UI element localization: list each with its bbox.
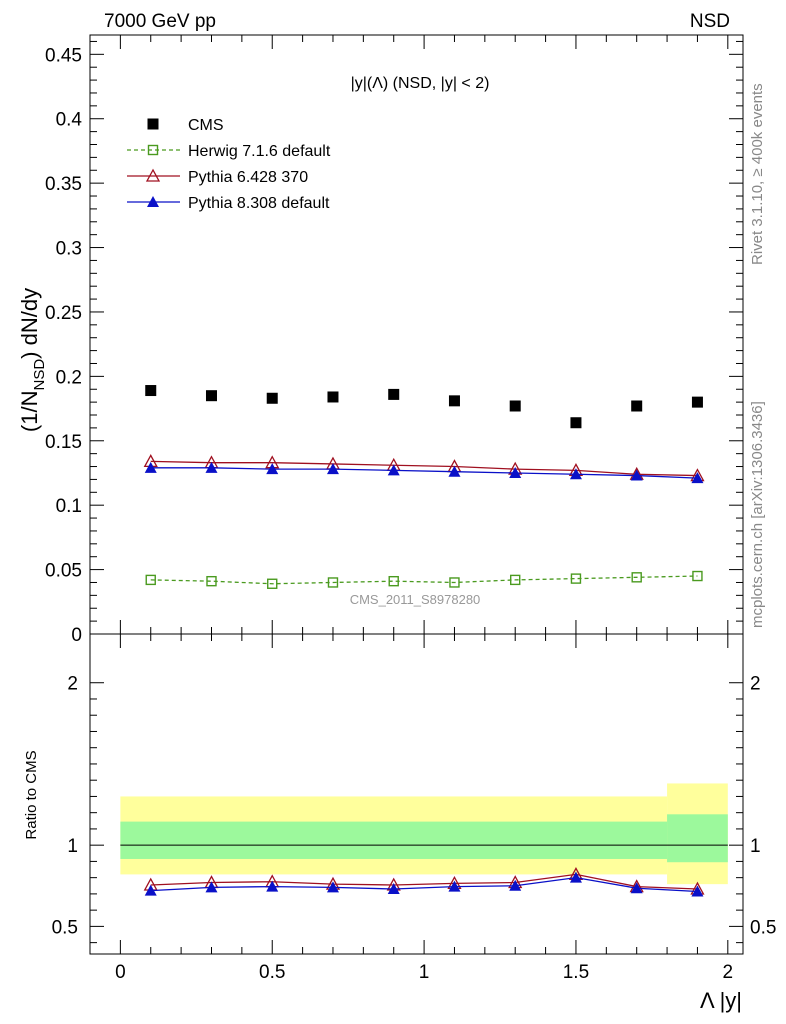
point-pythia-8-308-default	[691, 472, 704, 484]
point-herwig-7-1-6-default	[145, 574, 156, 586]
point-cms	[266, 392, 278, 404]
series-line-pythia-8-308-default	[150, 467, 698, 479]
point-cms	[509, 400, 521, 412]
point-pythia-8-308-default	[630, 469, 643, 481]
legend: CMS Herwig 7.1.6 default Pythia 6.428 370 P…	[127, 117, 331, 212]
point-cms	[145, 385, 157, 397]
ratio-point-pythia-8-308-default	[387, 883, 400, 895]
ratio-line-pythia-6-428-370	[150, 873, 698, 890]
legend-marker-cms	[147, 118, 159, 130]
point-cms	[205, 390, 217, 402]
ratio-point-pythia-8-308-default	[205, 881, 218, 893]
y-tick-label: 0.3	[56, 239, 82, 260]
point-pythia-8-308-default	[144, 461, 157, 473]
ratio-y-tick-label: 2	[67, 674, 78, 695]
y-tick-label: 0.25	[45, 303, 82, 324]
ratio-inner-band	[667, 814, 728, 863]
ratio-point-pythia-8-308-default	[630, 882, 643, 894]
point-cms	[691, 396, 703, 408]
y-tick-label: 0.1	[56, 496, 82, 517]
legend-label-cms: CMS	[188, 117, 224, 134]
y-tick-label: 0.05	[45, 561, 82, 582]
rivet-version-label: Rivet 3.1.10, ≥ 400k events	[749, 83, 766, 265]
point-herwig-7-1-6-default	[510, 574, 521, 586]
analysis-watermark: CMS_2011_S8978280	[350, 592, 481, 607]
x-tick-label: 1	[419, 962, 430, 983]
ratio-frame	[89, 633, 744, 955]
mcplots-label: mcplots.cern.ch [arXiv:1306.3436]	[749, 401, 766, 628]
point-herwig-7-1-6-default	[570, 573, 582, 584]
point-pythia-8-308-default	[448, 465, 461, 477]
legend-label-herwig-7-1-6-default: Herwig 7.1.6 default	[188, 143, 331, 160]
y-tick-label: 0.35	[45, 174, 82, 195]
ratio-panel: 0.5 0.5 1 1 2 2 0 0.5 1 1.5 2 Ratio to CMS Λ |y|	[23, 633, 776, 1013]
beam-label: 7000 GeV pp	[104, 11, 216, 32]
y-tick-label: 0.15	[45, 432, 82, 453]
point-cms	[570, 417, 582, 429]
ratio-point-pythia-8-308-default	[509, 879, 522, 891]
point-cms	[327, 391, 339, 403]
ratio-uncertainty-bands	[120, 783, 728, 885]
ratio-inner-band	[120, 821, 668, 859]
point-pythia-8-308-default	[205, 461, 218, 473]
main-series	[143, 385, 705, 589]
x-tick-label: 0.5	[259, 962, 285, 983]
y-tick-label: 0.45	[45, 45, 82, 66]
legend-marker-pythia-6-428-370	[145, 168, 161, 182]
plot-title: |y|(Λ) (NSD, |y| < 2)	[351, 75, 490, 92]
point-herwig-7-1-6-default	[388, 575, 399, 587]
legend-label-pythia-6-428-370: Pythia 6.428 370	[188, 169, 308, 186]
point-pythia-8-308-default	[509, 466, 522, 478]
y-tick-label: 0.4	[56, 110, 83, 131]
legend-marker-pythia-8-308-default	[147, 196, 159, 207]
point-herwig-7-1-6-default	[631, 572, 642, 583]
legend-marker-herwig-7-1-6-default	[147, 144, 159, 156]
ylabel-post: ) dN/dy	[17, 288, 42, 359]
point-cms	[631, 400, 643, 412]
point-pythia-8-308-default	[266, 463, 279, 475]
ratio-y-tick-label: 1	[67, 836, 78, 857]
legend-label-pythia-8-308-default: Pythia 8.308 default	[188, 195, 330, 212]
ratio-point-pythia-8-308-default	[569, 871, 582, 883]
ratio-point-pythia-8-308-default	[448, 880, 461, 892]
series-line-herwig-7-1-6-default	[150, 575, 698, 585]
point-pythia-8-308-default	[326, 463, 339, 475]
x-tick-label: 1.5	[563, 962, 589, 983]
point-herwig-7-1-6-default	[692, 570, 703, 582]
x-tick-label: 0	[115, 962, 126, 983]
ratio-y-axis-label: Ratio to CMS	[23, 750, 40, 839]
ratio-y-tick-label: 0.5	[52, 917, 78, 938]
y-tick-label: 0	[71, 625, 82, 646]
point-cms	[448, 395, 460, 407]
y-tick-label: 0.2	[56, 367, 82, 388]
series-line-pythia-6-428-370	[150, 460, 698, 477]
main-y-axis-label: (1/NNSD) dN/dy	[17, 288, 48, 432]
point-herwig-7-1-6-default	[267, 578, 278, 589]
ratio-series	[143, 867, 705, 897]
ratio-point-pythia-8-308-default	[266, 880, 279, 892]
point-herwig-7-1-6-default	[449, 577, 460, 588]
point-herwig-7-1-6-default	[206, 575, 217, 587]
process-label: NSD	[690, 11, 730, 32]
main-axis-ticks: 0 0.05 0.1 0.15 0.2 0.25 0.3 0.35 0.4 0.45	[45, 35, 743, 646]
ylabel-pre: (1/N	[17, 391, 42, 433]
ratio-y-tick-label-right: 2	[750, 674, 761, 695]
ratio-point-pythia-8-308-default	[691, 885, 704, 897]
x-axis-label: Λ |y|	[700, 988, 742, 1013]
ratio-point-pythia-8-308-default	[326, 881, 339, 893]
x-tick-label: 2	[723, 962, 734, 983]
main-panel: 0 0.05 0.1 0.15 0.2 0.25 0.3 0.35 0.4 0.45 |y|(Λ)…	[17, 34, 744, 646]
ratio-line-pythia-8-308-default	[150, 876, 698, 893]
point-pythia-8-308-default	[387, 464, 400, 476]
ratio-y-tick-label-right: 0.5	[750, 917, 776, 938]
ylabel-sub: NSD	[31, 359, 48, 391]
point-herwig-7-1-6-default	[327, 577, 339, 588]
ratio-point-pythia-8-308-default	[144, 884, 157, 896]
ratio-axis-ticks: 0.5 0.5 1 1 2 2 0 0.5 1 1.5 2	[52, 634, 776, 983]
point-pythia-8-308-default	[569, 468, 582, 480]
point-cms	[388, 388, 400, 400]
ratio-y-tick-label-right: 1	[750, 836, 761, 857]
